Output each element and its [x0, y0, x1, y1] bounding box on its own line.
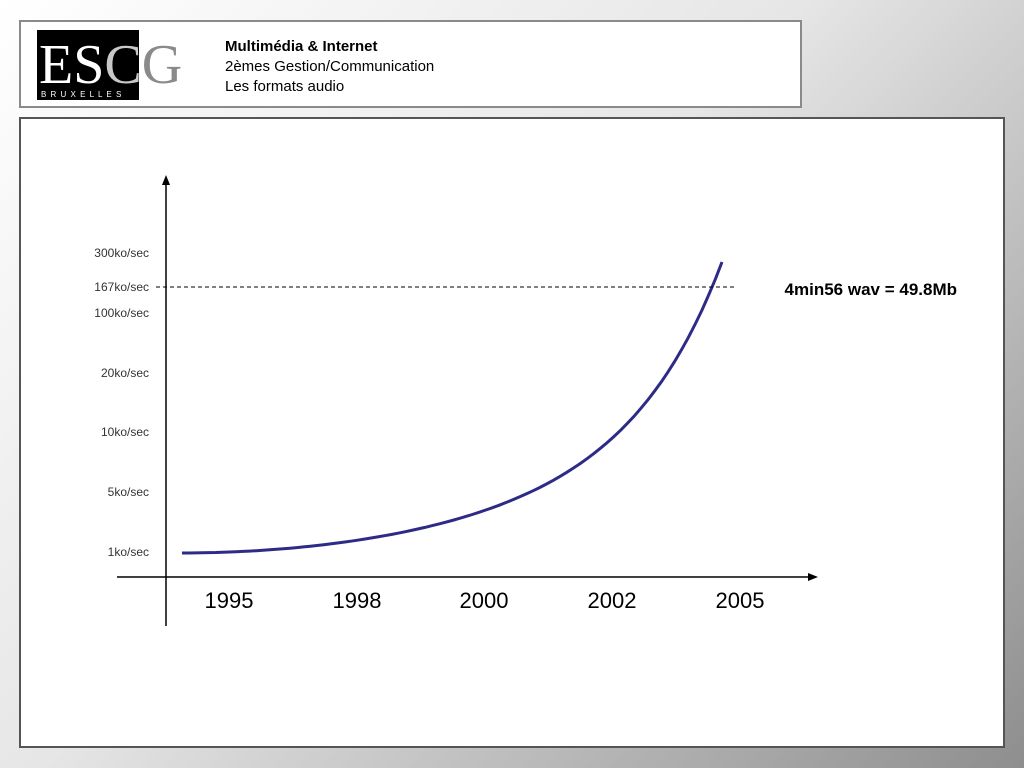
logo-black-block — [37, 30, 139, 100]
header-text: Multimédia & Internet 2èmes Gestion/Comm… — [225, 37, 434, 97]
y-tick-label: 1ko/sec — [108, 545, 149, 559]
y-tick-label: 100ko/sec — [94, 306, 149, 320]
x-tick-label: 1998 — [333, 588, 382, 613]
x-tick-label: 2002 — [588, 588, 637, 613]
y-tick-label: 5ko/sec — [108, 485, 149, 499]
header-topic: Les formats audio — [225, 78, 345, 95]
chart-panel — [19, 117, 1005, 748]
logo-text: ESCG — [39, 34, 182, 96]
annotation-label: 4min56 wav = 49.8Mb — [785, 280, 957, 299]
y-tick-label: 300ko/sec — [94, 246, 149, 260]
series-line — [182, 261, 724, 555]
x-tick-label: 2005 — [716, 588, 765, 613]
y-tick-label: 167ko/sec — [94, 280, 149, 294]
y-tick-label: 20ko/sec — [101, 366, 149, 380]
y-tick-label: 10ko/sec — [101, 425, 149, 439]
y-axis-arrow — [162, 175, 170, 185]
escg-logo: ESCG B R U X E L L E S — [37, 30, 182, 100]
header-title: Multimédia & Internet — [225, 38, 378, 55]
header-subtitle: 2èmes Gestion/Communication — [225, 58, 435, 75]
x-tick-label: 2000 — [460, 588, 509, 613]
x-axis-arrow — [808, 573, 818, 581]
logo-subtext: B R U X E L L E S — [41, 90, 122, 99]
x-tick-label: 1995 — [205, 588, 254, 613]
header-box: ESCG B R U X E L L E S Multimédia & Inte… — [19, 20, 802, 108]
